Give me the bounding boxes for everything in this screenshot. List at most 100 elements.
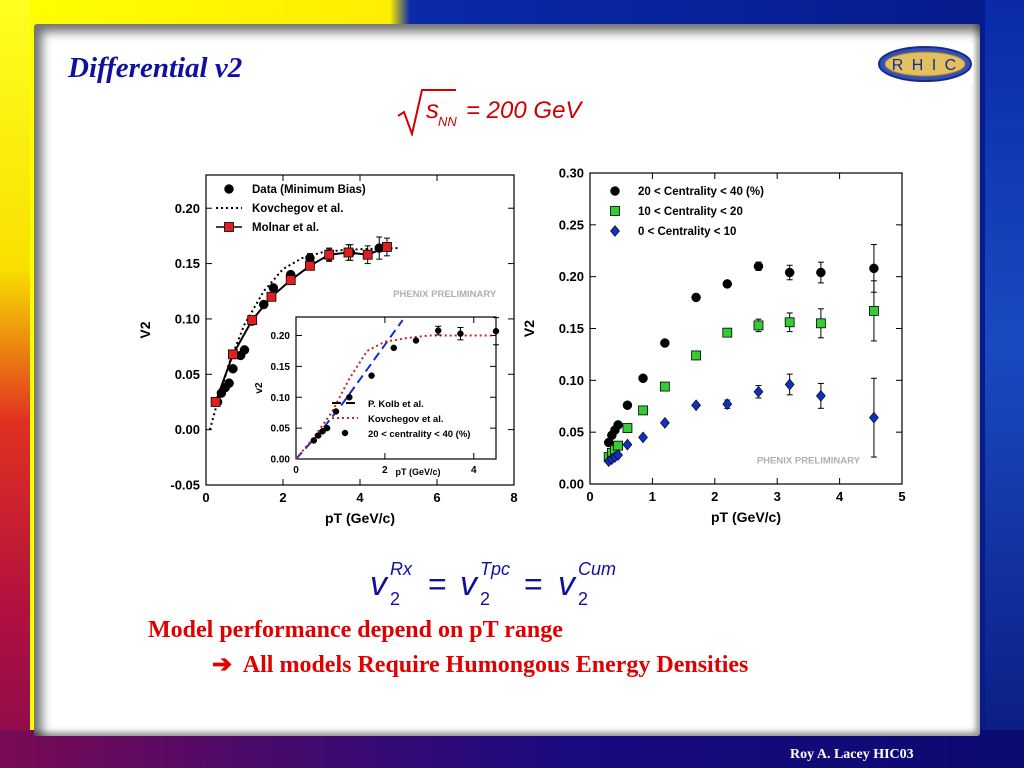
y-tick-label: 0.20 [175,201,200,216]
data-point [659,416,670,429]
legend-marker [610,186,620,196]
y-tick-label: 0.05 [559,425,584,440]
legend-entry: Kovchegov et al. [216,203,343,215]
bullet-2-text: All models Require Humongous Energy Dens… [242,652,749,678]
x-tick-label: 2 [279,490,286,505]
data-point [816,267,826,278]
data-point [784,317,795,328]
data-point [346,394,353,401]
y-tick-label: 0.00 [271,455,291,466]
y-tick-label: 0.15 [271,362,291,373]
series-2 [603,280,879,462]
bullet-humongous-energy: ➔ All models Require Humongous Energy De… [212,650,748,679]
legend: Data (Minimum Bias) Kovchegov et al. Molna… [216,184,366,234]
series-1 [603,244,879,448]
data-point [638,431,648,444]
data-point [368,372,375,379]
data-point [310,437,318,444]
series-1 [295,319,404,460]
y-axis-label: V2 [137,321,153,338]
eq-equals-1: = [428,566,447,602]
rhic-logo: R H I C [877,44,973,84]
legend-label: Molnar et al. [252,222,319,234]
watermark: PHENIX PRELIMINARY [393,289,497,300]
formula-s: s [426,94,439,124]
legend-label: 20 < Centrality < 40 (%) [638,186,764,198]
y-tick-label: 0.10 [271,393,291,404]
y-tick-label: 0.00 [175,422,200,437]
sqrt-snn-formula: s NN = 200 GeV [397,89,583,136]
data-point [362,249,373,260]
data-point [434,327,442,334]
data-point [285,275,296,286]
data-point [622,423,633,433]
y-tick-label: 0.15 [559,321,584,336]
plot-frame [589,172,903,485]
background-bottom-stripe [0,730,1024,768]
x-tick-label: 4 [356,490,364,505]
data-point [390,344,398,352]
data-point [305,260,315,271]
watermark: PHENIX PRELIMINARY [757,455,861,466]
legend-marker [224,184,234,194]
data-point [622,438,633,451]
data-point [753,320,764,331]
bullet-model-performance: Model performance depend on pT range [148,617,563,643]
data-point [457,330,464,337]
data-point [638,405,648,416]
background-left-stripe [0,0,30,768]
legend-label: 10 < Centrality < 20 [638,206,743,218]
data-point [638,373,648,384]
data-point [659,381,670,392]
legend: P. Kolb et al. Kovchegov et al. 20 < centr… [332,399,470,440]
data-point [210,397,221,407]
y-tick-label: 0.25 [559,217,584,232]
data-point [691,399,701,412]
data-point [784,378,795,391]
x-tick-label: 2 [382,465,388,476]
data-point [753,261,764,272]
figure-area: 0 2 4 6 8 -0.05 0.00 0.05 0.10 0.15 0.20 pT (GeV/c)… [128,137,930,537]
legend-marker [224,222,234,232]
data-point [660,338,670,348]
eq-sup-rx: Rx [390,559,413,579]
data-point [613,449,623,461]
eq-sub-3: 2 [578,589,588,609]
x-tick-label: 4 [836,489,844,504]
data-point [314,432,322,439]
y-tick-label: 0.10 [175,311,200,326]
y-tick-label: 0.05 [175,367,200,382]
data-point [622,400,633,410]
legend-entry: 10 < Centrality < 20 [610,206,743,218]
legend-label: P. Kolb et al. [368,399,424,410]
legend-label: Kovchegov et al. [368,414,444,425]
data-point [324,249,335,260]
data-point [319,427,326,435]
legend-label: 0 < Centrality < 10 [638,226,736,238]
chart-3: 0 1 2 3 4 5 0.00 0.05 0.10 0.15 0.20 0.25 0.30 pT (Ge… [521,166,906,525]
eq-sub-2: 2 [480,589,490,609]
y-tick-label: 0.20 [559,269,584,284]
formula-rhs: = 200 GeV [466,97,583,124]
data-point [268,283,279,293]
data-point [332,408,340,415]
chart-2: 0 2 4 0.00 0.05 0.10 0.15 0.20 pT (GeV/c) v2 P. Ko… [254,316,500,477]
data-point [492,327,500,335]
x-tick-label: 2 [711,489,718,504]
arrow-right-icon: ➔ [212,652,233,678]
legend-entry: Data (Minimum Bias) [224,184,366,196]
legend-entry: 20 < Centrality < 40 (%) [610,186,764,198]
footer-credit: Roy A. Lacey HIC03 [790,747,914,762]
y-tick-label: 0.30 [559,166,584,181]
data-point [691,350,701,361]
series-3 [210,237,392,407]
v2-equation: v Rx 2 = v Tpc 2 = v Cum 2 [370,559,616,609]
background-right-stripe [985,0,1024,768]
legend-marker [610,206,620,216]
x-tick-label: 0 [293,465,299,476]
legend: 20 < Centrality < 40 (%) 10 < Centrality … [610,186,764,238]
data-point [815,318,826,329]
data-point [343,247,354,258]
y-axis-label: v2 [254,382,265,394]
data-point [722,398,733,411]
